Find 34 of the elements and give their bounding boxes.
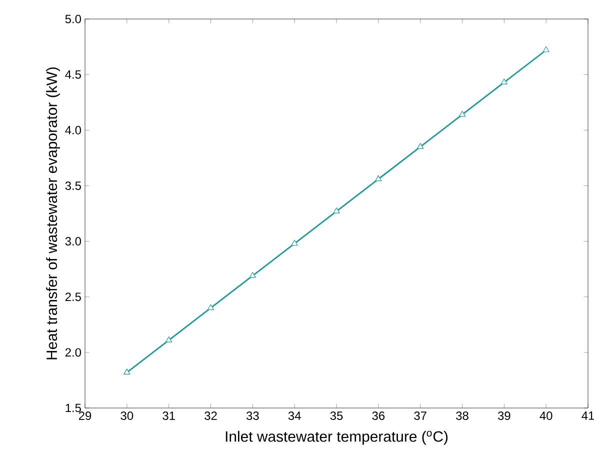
y-tick-label: 1.5 — [66, 404, 81, 412]
point — [207, 304, 214, 310]
y-tick-label: 3.0 — [65, 237, 82, 246]
x-tick-label: 35 — [330, 412, 343, 420]
x-tick-label: 34 — [288, 412, 301, 420]
x-tick-label: 39 — [498, 412, 510, 420]
x-axis-title: Inlet wastewater temperature ($^{o}$C) — [226, 430, 448, 445]
point — [291, 240, 298, 246]
y-tick-label: 4.5 — [65, 70, 81, 79]
point — [375, 175, 382, 182]
point — [458, 110, 466, 117]
x-tick-label: 32 — [204, 412, 217, 420]
y-tick-label: 5.0 — [65, 14, 82, 24]
point — [333, 207, 340, 214]
x-tick-label: 41 — [582, 412, 594, 420]
x-tick-label: 31 — [162, 412, 175, 420]
y-tick-label: 3.5 — [65, 181, 81, 190]
x-tick-label: 30 — [120, 412, 134, 420]
point — [417, 143, 424, 149]
point — [166, 336, 172, 342]
point — [124, 368, 130, 374]
x-tick-label: 40 — [540, 412, 552, 420]
y-tick-label: 4.0 — [65, 126, 82, 134]
point — [249, 272, 256, 278]
point — [500, 78, 508, 84]
y-tick-label: 2.0 — [65, 348, 82, 357]
y-axis-title: Heat transfer of wastewater evaporator (kW) — [46, 67, 60, 360]
x-tick-label: 29 — [78, 412, 92, 420]
point — [542, 46, 550, 52]
y-tick-label: 2.5 — [65, 292, 81, 302]
x-tick-label: 36 — [372, 412, 385, 420]
x-tick-label: 38 — [456, 412, 468, 420]
x-tick-label: 33 — [246, 412, 259, 420]
x-tick-label: 37 — [414, 412, 426, 420]
